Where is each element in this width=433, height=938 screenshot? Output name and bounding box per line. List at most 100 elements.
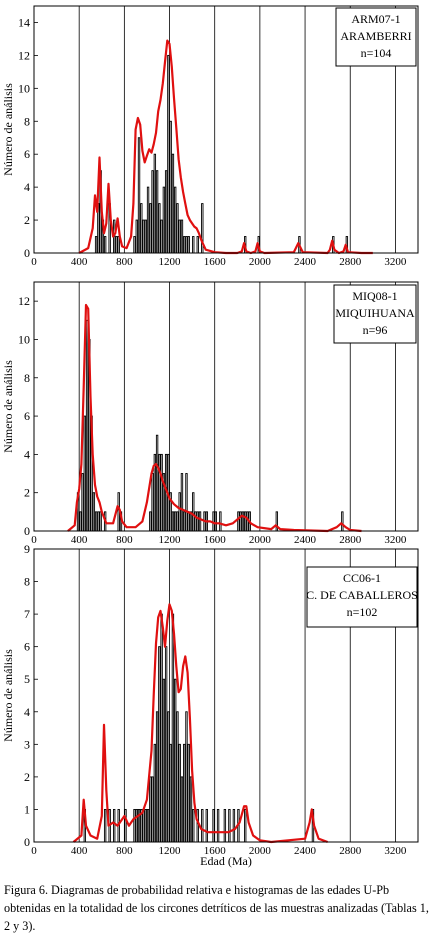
x-tick-label: 2800	[339, 256, 362, 268]
histogram-bar	[169, 120, 172, 254]
histogram-bar	[158, 203, 161, 254]
x-tick-label: 2000	[249, 256, 272, 268]
y-tick-label: 12	[18, 294, 30, 308]
sample-label-line: MIQ08-1	[352, 289, 397, 303]
histogram-bar	[144, 219, 147, 254]
histogram-bar	[192, 236, 195, 254]
histogram-bar	[183, 236, 186, 254]
sample-label-box	[333, 284, 417, 344]
y-tick-label: 0	[24, 835, 30, 849]
x-tick-label: 400	[71, 534, 88, 546]
y-tick-label: 10	[18, 332, 30, 346]
figure-caption: Figura 6. Diagramas de probabilidad rela…	[4, 883, 429, 933]
x-tick-label: 2400	[294, 534, 317, 546]
histogram-bar	[115, 236, 118, 254]
sample-label-line: C. DE CABALLEROS	[306, 588, 418, 602]
x-tick-label: 3200	[384, 256, 407, 268]
histogram-bar	[194, 511, 197, 532]
y-tick-label: 4	[24, 705, 30, 719]
x-tick-label: 1200	[159, 256, 182, 268]
y-tick-label: 6	[24, 640, 30, 654]
histogram-bar	[214, 511, 218, 532]
histogram-bar	[146, 808, 150, 843]
y-tick-label: 7	[24, 607, 30, 621]
y-tick-label: 4	[24, 447, 30, 461]
histogram-bar	[151, 473, 154, 532]
histogram-bar	[133, 236, 136, 254]
sample-label-line: CC06-1	[343, 571, 381, 585]
histogram-bar	[183, 511, 186, 532]
sample-label-line: n=104	[361, 46, 392, 60]
y-tick-label: 2	[24, 486, 30, 500]
sample-label-line: n=96	[363, 323, 388, 337]
histogram-bar	[113, 808, 116, 843]
plot-frame	[33, 281, 419, 532]
histogram-bar	[162, 678, 166, 843]
x-tick-label: 1200	[159, 845, 182, 857]
histogram-bar	[216, 808, 220, 843]
histogram-bar	[153, 153, 157, 254]
x-tick-label: 400	[71, 845, 88, 857]
probability-curve	[78, 39, 373, 255]
histogram-bar	[185, 236, 188, 254]
histogram-bar	[142, 808, 145, 843]
x-tick-label: 3200	[384, 845, 407, 857]
histogram-bar	[185, 473, 188, 532]
histogram-bar	[219, 511, 222, 532]
sample-label-line: ARM07-1	[351, 12, 400, 26]
x-tick-label: 1200	[159, 534, 182, 546]
histogram-bar	[133, 808, 136, 843]
histogram-bar	[142, 219, 145, 254]
histogram-bar	[237, 511, 240, 532]
histogram-bar	[94, 511, 98, 532]
histogram-bar	[124, 808, 127, 843]
histogram-bar	[151, 776, 154, 843]
histogram-bar	[135, 808, 138, 843]
x-tick-label: 1600	[204, 534, 227, 546]
histogram-bar	[167, 54, 170, 254]
y-tick-label: 9	[24, 542, 30, 556]
histogram-bar	[117, 236, 120, 254]
histogram-bar	[189, 776, 193, 843]
plot-frame	[33, 5, 419, 254]
histogram-bar	[232, 808, 236, 843]
histogram-bar	[164, 170, 168, 254]
x-tick-label: 2400	[294, 845, 317, 857]
x-tick-label: 800	[116, 256, 133, 268]
histogram-bar	[178, 492, 181, 532]
y-tick-label: 12	[18, 48, 30, 62]
x-tick-label: 2400	[294, 256, 317, 268]
histogram-bar	[241, 511, 245, 532]
sample-label-line: ARAMBERRI	[340, 29, 411, 43]
histogram-bar	[83, 415, 87, 532]
histogram-bar	[196, 808, 199, 843]
x-tick-label: 0	[31, 845, 37, 857]
x-tick-label: 0	[31, 534, 37, 546]
histogram-bar	[103, 808, 107, 843]
histogram-bar	[239, 511, 242, 532]
histogram-bar	[140, 203, 143, 254]
histogram-bar	[176, 711, 179, 843]
histogram-bar	[178, 219, 181, 254]
figure: 0 400 800 1200 1600 2000 2400 2800 3200024681012…	[1, 5, 419, 868]
chart-panel-aramberri: 0 400 800 1200 1600 2000 2400 2800 3200 0 2 4 6 8 10 12…	[1, 5, 419, 268]
y-tick-label: 1	[24, 802, 30, 816]
sample-label-box	[335, 7, 417, 67]
histogram-bar	[164, 646, 168, 843]
histogram-bar	[180, 776, 184, 843]
histogram-bar	[103, 236, 107, 254]
histogram-bar	[99, 511, 102, 532]
histogram-bar	[192, 808, 195, 843]
histogram-bar	[146, 186, 150, 254]
y-tick-label: 2	[24, 213, 30, 227]
histogram-bar	[228, 808, 231, 843]
y-tick-label: 8	[24, 114, 30, 128]
chart-panel-caballeros: 0 400 800 1200 1600 2000 2400 2800 3200 0 1 2 3 4 5 6 7 8…	[1, 542, 419, 857]
histogram-bar	[183, 743, 186, 843]
histogram-bar	[160, 613, 163, 843]
histogram-bar	[149, 203, 152, 254]
x-tick-label: 2800	[339, 534, 362, 546]
histogram-bar	[135, 219, 138, 254]
probability-curve	[67, 303, 362, 533]
y-tick-label: 14	[18, 15, 30, 29]
